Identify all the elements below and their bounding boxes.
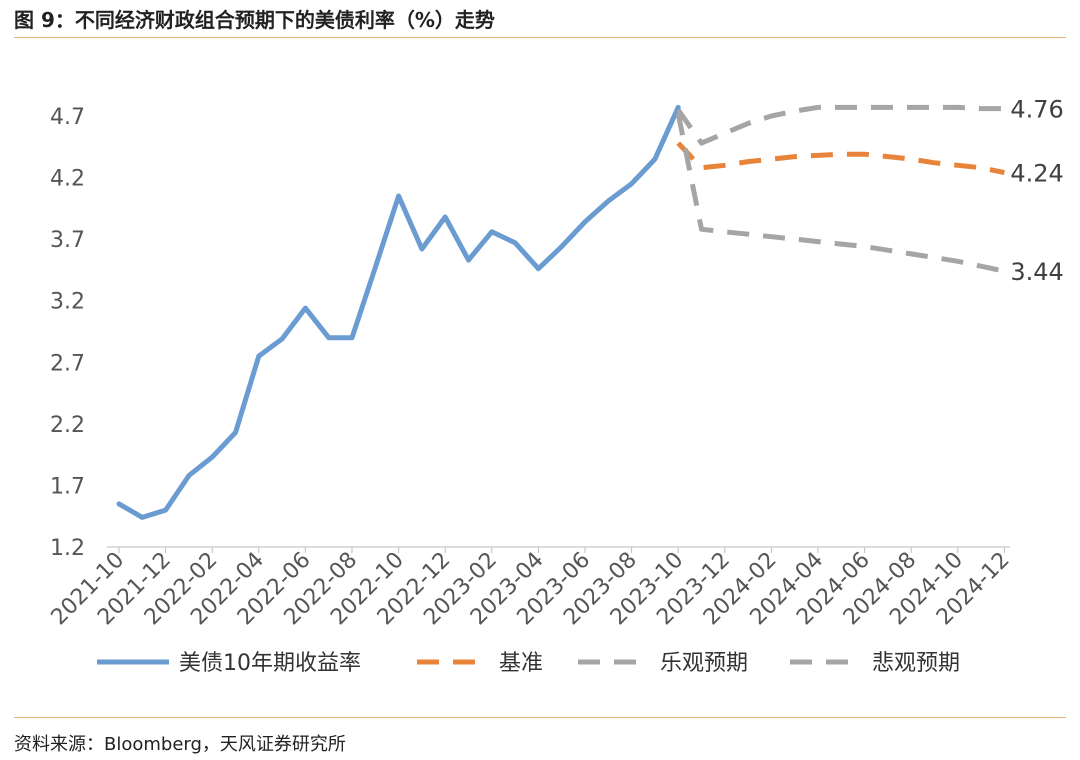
series-0-point xyxy=(629,182,633,186)
series-0-point xyxy=(117,502,121,506)
series-2-point xyxy=(839,105,843,109)
series-1-point xyxy=(746,159,750,163)
series-line-3 xyxy=(675,113,1005,274)
series-2-point xyxy=(909,105,913,109)
series-1-point xyxy=(1002,170,1006,174)
legend-label-3: 悲观预期 xyxy=(872,651,960,676)
series-0-point xyxy=(257,354,261,358)
series-3-point xyxy=(839,242,843,246)
y-tick-label: 3.2 xyxy=(50,290,85,315)
series-3-point xyxy=(699,227,703,231)
y-tick-label: 1.7 xyxy=(50,474,85,499)
series-1-point xyxy=(839,152,843,156)
series-0-point xyxy=(513,241,517,245)
series-1-point xyxy=(699,166,703,170)
end-value-label: 3.44 xyxy=(1010,258,1063,286)
series-2-point xyxy=(746,121,750,125)
series-3-point xyxy=(793,237,797,241)
legend-label-0: 美债10年期收益率 xyxy=(179,651,361,676)
series-3-point xyxy=(932,255,936,259)
series-1-point xyxy=(816,153,820,157)
series-2-point xyxy=(816,105,820,109)
series-1-point xyxy=(862,152,866,156)
series-0-point xyxy=(373,265,377,269)
source-note: 资料来源：Bloomberg，天风证券研究所 xyxy=(14,734,346,755)
y-tick-label: 2.2 xyxy=(50,413,85,438)
series-0-point xyxy=(210,455,214,459)
series-3-point xyxy=(746,232,750,236)
series-0-point xyxy=(280,337,284,341)
series-0-point xyxy=(420,247,424,251)
series-1-point xyxy=(979,166,983,170)
chart-legend: 美债10年期收益率 基准 乐观预期 悲观预期 xyxy=(97,651,960,676)
series-0-point xyxy=(233,430,237,434)
legend-label-1: 基准 xyxy=(499,651,543,676)
series-0-point xyxy=(350,335,354,339)
series-3-point xyxy=(886,248,890,252)
y-tick-label: 4.7 xyxy=(50,105,85,130)
series-0-point xyxy=(396,194,400,198)
y-tick-label: 2.7 xyxy=(50,351,85,376)
series-line-2 xyxy=(676,104,1005,146)
series-3-point xyxy=(676,111,680,115)
series-0-point xyxy=(327,335,331,339)
series-1-point xyxy=(932,161,936,165)
series-0-point xyxy=(163,508,167,512)
series-line-1 xyxy=(676,141,1005,176)
series-3-point xyxy=(1002,269,1006,273)
series-2-point xyxy=(1002,106,1006,110)
chart-end-labels: 4.76 4.24 3.44 xyxy=(1010,96,1063,287)
series-0-point xyxy=(187,473,191,477)
series-3-point xyxy=(723,230,727,234)
series-2-point xyxy=(723,131,727,135)
series-2-point xyxy=(769,114,773,118)
series-3-point xyxy=(816,239,820,243)
series-3-point xyxy=(769,234,773,238)
legend-label-2: 乐观预期 xyxy=(660,651,748,676)
y-tick-label: 1.2 xyxy=(50,536,85,561)
series-2-point xyxy=(862,105,866,109)
y-tick-label: 3.7 xyxy=(50,228,85,253)
series-0-point xyxy=(606,199,610,203)
series-0-point xyxy=(536,266,540,270)
series-3-point xyxy=(979,264,983,268)
series-1-point xyxy=(909,157,913,161)
footer-divider xyxy=(14,717,1066,718)
line-chart: 1.21.72.22.73.23.74.24.72021-102021-1220… xyxy=(47,96,1064,676)
series-2-point xyxy=(699,141,703,145)
series-1-point xyxy=(676,141,680,145)
series-0-point xyxy=(443,215,447,219)
series-0-point xyxy=(653,157,657,161)
series-1-point xyxy=(723,163,727,167)
series-1-point xyxy=(956,163,960,167)
series-0-point xyxy=(466,258,470,262)
series-0-point xyxy=(140,515,144,519)
series-2-point xyxy=(886,105,890,109)
series-1-point xyxy=(886,154,890,158)
series-1-point xyxy=(769,157,773,161)
series-0-point xyxy=(303,306,307,310)
end-value-label: 4.24 xyxy=(1010,160,1063,188)
chart-axes: 1.21.72.22.73.23.74.24.72021-102021-1220… xyxy=(47,105,1015,630)
series-2-point xyxy=(979,106,983,110)
end-value-label: 4.76 xyxy=(1010,96,1063,124)
series-3-point xyxy=(909,252,913,256)
series-2-point xyxy=(932,105,936,109)
y-tick-label: 4.2 xyxy=(50,167,85,192)
series-2-point xyxy=(956,105,960,109)
chart-title: 图 9：不同经济财政组合预期下的美债利率（%）走势 xyxy=(14,8,495,32)
series-3-point xyxy=(862,244,866,248)
series-2-point xyxy=(793,109,797,113)
series-0-point xyxy=(583,220,587,224)
title-divider xyxy=(14,37,1066,38)
chart-series xyxy=(116,104,1006,520)
series-1-point xyxy=(793,154,797,158)
series-0-point xyxy=(490,230,494,234)
series-line-0 xyxy=(116,104,681,520)
series-0-point xyxy=(560,244,564,248)
series-3-point xyxy=(956,259,960,263)
